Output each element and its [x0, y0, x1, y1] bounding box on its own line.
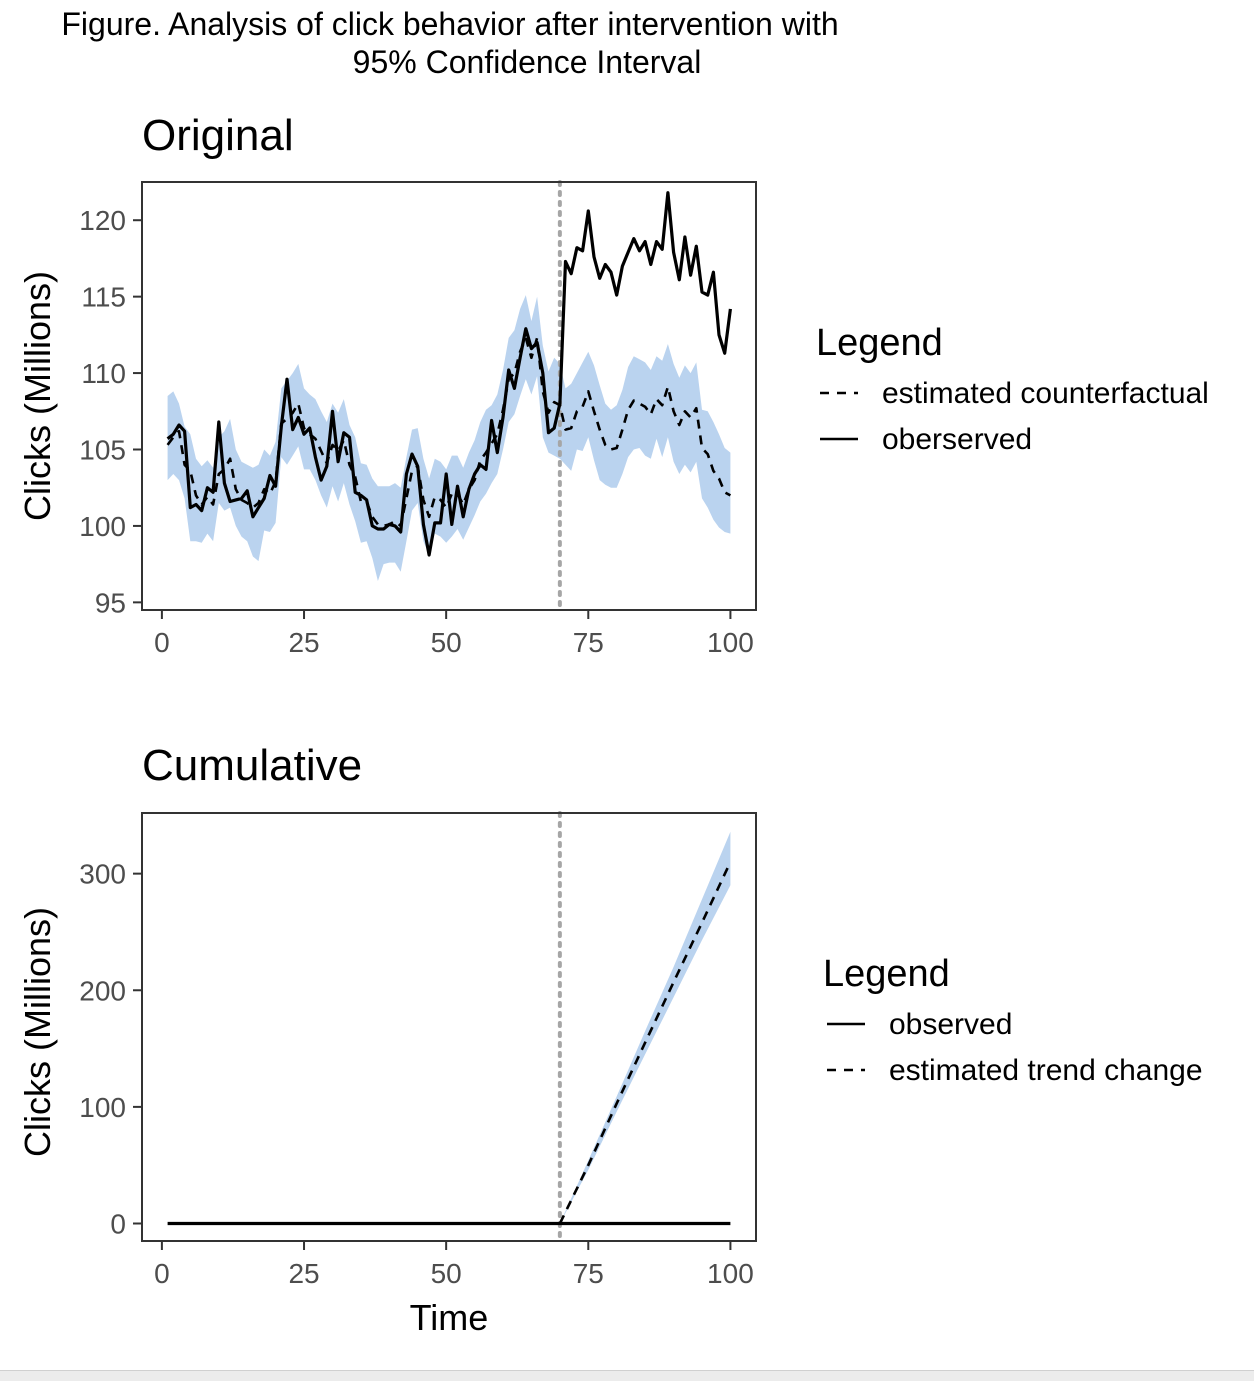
panel-title: Cumulative — [142, 741, 362, 790]
figure: Figure. Analysis of click behavior after… — [0, 0, 1254, 1380]
legend-title: Legend — [816, 322, 943, 364]
confidence-ribbon — [560, 832, 731, 1224]
legend-label: observed — [889, 1008, 1012, 1041]
plot-border — [142, 813, 756, 1241]
legend-label: estimated counterfactual — [882, 377, 1209, 410]
y-tick-label: 120 — [79, 205, 126, 236]
y-tick-label: 105 — [79, 435, 126, 466]
x-axis-title: Time — [410, 1297, 489, 1338]
x-tick-label: 0 — [154, 1258, 170, 1289]
y-tick-label: 115 — [81, 282, 126, 313]
legend-label: oberserved — [882, 423, 1032, 456]
cumulative-panel: Cumulative 0 100 200 300 0 25 50 75 100 Clicks (Mi… — [17, 741, 1203, 1338]
x-tick-label: 100 — [707, 1258, 754, 1289]
y-tick-label: 300 — [79, 859, 126, 890]
window-bottom-bar — [0, 1370, 1254, 1381]
legend-label: estimated trend change — [889, 1054, 1203, 1087]
x-tick-label: 50 — [431, 627, 462, 658]
figure-title-line1: Figure. Analysis of click behavior after… — [61, 6, 838, 42]
original-panel: Original 95 100 105 110 115 120 0 25 50 75 100 Click… — [17, 111, 1209, 658]
y-axis-title: Clicks (Millions) — [17, 907, 58, 1157]
y-tick-label: 0 — [110, 1209, 126, 1240]
x-tick-label: 75 — [573, 1258, 604, 1289]
x-tick-label: 50 — [431, 1258, 462, 1289]
x-tick-label: 75 — [573, 627, 604, 658]
x-tick-label: 0 — [154, 627, 170, 658]
figure-title-line2: 95% Confidence Interval — [353, 44, 702, 80]
x-tick-label: 25 — [288, 627, 319, 658]
y-tick-label: 100 — [79, 511, 126, 542]
y-tick-label: 200 — [79, 975, 126, 1006]
y-tick-label: 100 — [79, 1092, 126, 1123]
x-tick-label: 25 — [288, 1258, 319, 1289]
x-tick-label: 100 — [707, 627, 754, 658]
legend-title: Legend — [823, 953, 950, 995]
confidence-ribbon — [168, 295, 731, 581]
y-tick-label: 95 — [95, 587, 126, 618]
panel-title: Original — [142, 111, 294, 160]
y-axis-title: Clicks (Millions) — [17, 271, 58, 521]
y-tick-label: 110 — [81, 358, 126, 389]
